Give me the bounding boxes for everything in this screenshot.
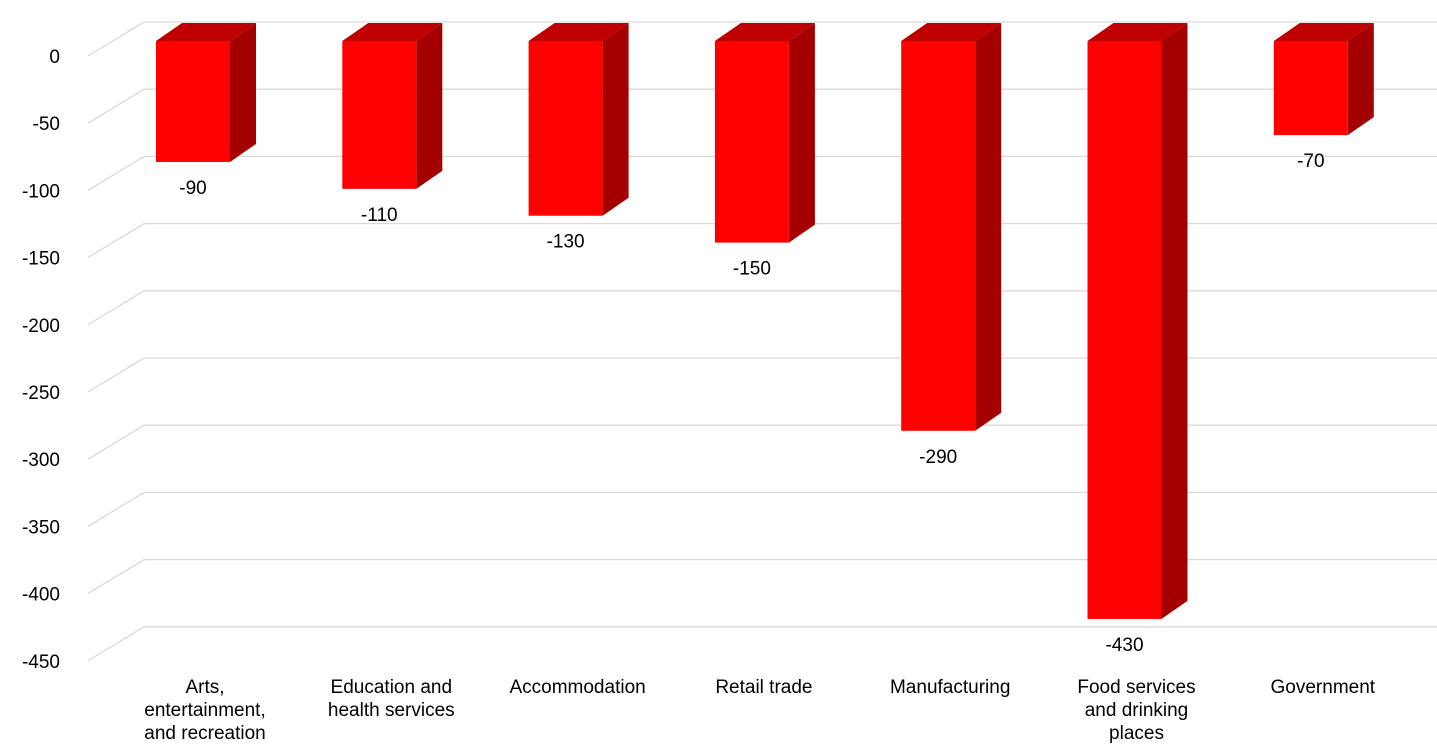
bar-side [788,23,815,243]
category-label: Accommodation [509,677,645,698]
bar-side [1161,23,1188,619]
bar [714,23,815,243]
bar-side [230,23,256,162]
bar-top [1087,23,1188,41]
category-label-line: places [1109,723,1164,744]
bar-front [901,41,976,431]
data-label: -90 [179,178,206,199]
data-label: -110 [361,205,398,226]
gridline-diagonal [87,290,145,326]
category-label-line: Education and [331,677,453,698]
bar [1273,23,1374,136]
category-label-line: Accommodation [509,677,645,698]
bar-side [1347,23,1374,136]
y-tick-label: -250 [22,383,60,404]
bar-front [342,41,417,189]
bar-front [156,41,230,162]
category-label-line: Food services [1077,677,1195,698]
gridline-diagonal [87,559,145,595]
y-tick-label: -100 [22,181,60,202]
bar-side [975,23,1002,431]
gridline-diagonal [87,491,145,527]
category-label: Food services and drinking places [1077,677,1195,744]
bar [156,23,256,162]
category-labels: Arts, entertainment, and recreation Educati… [144,677,1376,744]
category-label-line: Retail trade [715,677,812,698]
y-tick-label: -400 [22,585,60,606]
bar-front [1273,41,1348,136]
category-label: Arts, entertainment, and recreation [144,677,265,744]
category-label-line: entertainment, [144,700,265,721]
gridline-diagonal [87,626,145,662]
bar-front [528,41,603,216]
gridline-diagonal [87,424,145,460]
data-label: -70 [1297,151,1324,172]
data-labels: -90 -110 -130 -150 -290 -430 -70 [179,151,1324,656]
bar [342,23,443,189]
y-tick-label: -150 [22,249,60,270]
bar-side [602,23,629,216]
data-label: -130 [547,232,585,253]
bar-front [1087,41,1162,619]
gridline-diagonal [87,21,145,57]
y-tick-label: -50 [33,114,60,135]
category-label-line: and recreation [144,723,265,744]
data-label: -150 [733,259,771,280]
category-label: Government [1271,677,1376,698]
bar [1087,23,1188,619]
bar-top [901,23,1002,41]
gridline-diagonal [87,357,145,393]
bar-top [156,23,256,41]
bar [901,23,1002,431]
category-label: Manufacturing [890,677,1010,698]
data-label: -430 [1105,635,1143,656]
category-label-line: and drinking [1085,700,1189,721]
gridline-diagonal [87,223,145,259]
y-tick-label: -350 [22,517,60,538]
y-tick-label: -200 [22,316,60,337]
y-tick-label: -450 [22,652,60,673]
bar-top [342,23,443,41]
category-label-line: health services [328,700,455,721]
data-label: -290 [919,447,957,468]
category-label: Retail trade [715,677,812,698]
gridline-diagonal [87,88,145,124]
bar-top [714,23,815,41]
category-label-line: Government [1271,677,1376,698]
bar-top [1273,23,1374,41]
gridline-diagonal [87,155,145,191]
bar [528,23,629,216]
category-label-line: Manufacturing [890,677,1010,698]
y-tick-label: 0 [49,47,60,68]
bar-side [416,23,443,189]
bar-top [528,23,629,41]
y-axis-ticks: 0 -50 -100 -150 -200 -250 -300 -350 -400 -450 [22,47,60,673]
category-label: Education and health services [328,677,455,721]
bar-front [714,41,789,243]
y-tick-label: -300 [22,450,60,471]
category-label-line: Arts, [185,677,224,698]
bars [156,23,1374,619]
